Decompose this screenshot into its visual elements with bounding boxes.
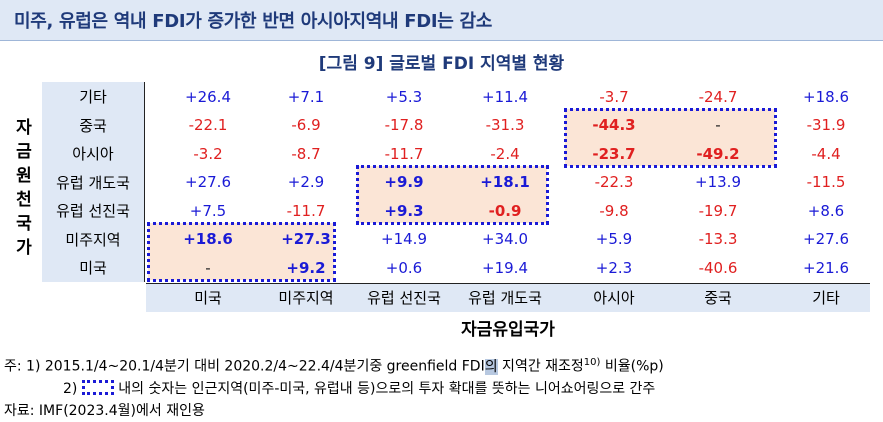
shade-americas bbox=[148, 223, 334, 280]
matrix-cell: +27.6 bbox=[803, 230, 849, 248]
matrix-cell: -31.3 bbox=[485, 116, 525, 134]
note-2-text: 내의 숫자는 인근지역(미주-미국, 유럽내 등)으로의 투자 확대를 뜻하는 … bbox=[113, 380, 656, 397]
y-axis-char: 천 bbox=[16, 190, 32, 210]
matrix-cell: -2.4 bbox=[490, 144, 520, 163]
matrix-cell: +13.9 bbox=[695, 173, 741, 191]
row-label: 미주지역 bbox=[65, 230, 121, 249]
column-label: 미국 bbox=[194, 288, 222, 307]
matrix-cell: +9.9 bbox=[384, 173, 424, 191]
matrix-cell: -40.6 bbox=[698, 258, 738, 277]
matrix-cell: +5.3 bbox=[385, 87, 423, 106]
matrix-cell: -9.8 bbox=[599, 201, 629, 220]
matrix-cell: - bbox=[205, 258, 211, 277]
matrix-cell: +27.3 bbox=[281, 230, 331, 248]
shade-asia bbox=[565, 109, 775, 166]
matrix-cell: +5.9 bbox=[595, 230, 633, 248]
y-axis-char: 국 bbox=[16, 214, 32, 234]
column-label: 유럽 선진국 bbox=[367, 288, 441, 307]
row-label: 유럽 선진국 bbox=[56, 202, 130, 220]
matrix-cell: -31.9 bbox=[806, 116, 846, 134]
note-1-prefix: 주: 1) 2015.1/4~20.1/4분기 대비 2020.2/4~22.4… bbox=[4, 358, 485, 375]
note-1-end: 비율(%p) bbox=[600, 358, 664, 375]
y-axis-title: 자 금 원 천 국 가 bbox=[12, 116, 36, 260]
matrix-cell: - bbox=[715, 116, 721, 134]
matrix-cell: -23.7 bbox=[592, 144, 636, 163]
figure-title: [그림 9] 글로벌 FDI 지역별 현황 bbox=[318, 54, 565, 74]
column-label: 아시아 bbox=[593, 288, 635, 307]
column-label: 중국 bbox=[704, 288, 732, 307]
matrix-cell: +8.6 bbox=[807, 201, 845, 220]
matrix-cell: +27.6 bbox=[185, 173, 231, 191]
matrix-cell: +14.9 bbox=[381, 230, 427, 248]
matrix-cell: +9.2 bbox=[286, 258, 326, 277]
dotted-box-legend-icon bbox=[81, 379, 114, 395]
matrix-cell: -44.3 bbox=[592, 116, 636, 134]
matrix-cell: +21.6 bbox=[803, 258, 849, 277]
column-label: 기타 bbox=[812, 288, 840, 307]
note-2: 2) 내의 숫자는 인근지역(미주-미국, 유럽내 등)으로의 투자 확대를 뜻… bbox=[4, 378, 664, 400]
matrix-cell: -49.2 bbox=[696, 144, 740, 163]
nearshoring-box-americas bbox=[147, 222, 336, 282]
y-axis-char: 가 bbox=[16, 238, 32, 258]
matrix-cell: -19.7 bbox=[698, 201, 738, 220]
column-label: 미주지역 bbox=[278, 288, 334, 307]
matrix-cell: -6.9 bbox=[291, 116, 321, 134]
matrix-cell: -13.3 bbox=[698, 230, 738, 248]
matrix-cell: +18.6 bbox=[803, 87, 849, 106]
row-label: 기타 bbox=[79, 88, 107, 106]
shade-europe bbox=[357, 166, 547, 223]
header-band: 미주, 유럽은 역내 FDI가 증가한 반면 아시아지역내 FDI는 감소 bbox=[0, 0, 883, 41]
matrix-cell: +2.3 bbox=[595, 258, 633, 277]
matrix-cell: -11.5 bbox=[806, 173, 846, 191]
y-axis-char: 원 bbox=[16, 166, 32, 186]
row-label: 유럽 개도국 bbox=[56, 173, 130, 192]
row-label: 아시아 bbox=[72, 145, 114, 163]
nearshoring-box-europe bbox=[356, 165, 549, 225]
y-axis-char: 자 bbox=[16, 118, 32, 138]
source-line: 자료: IMF(2023.4월)에서 재인용 bbox=[4, 402, 205, 419]
matrix-cell: +7.5 bbox=[189, 201, 227, 220]
note-2-prefix: 2) bbox=[63, 380, 78, 397]
row-label: 중국 bbox=[79, 116, 107, 135]
matrix-cell: -22.3 bbox=[594, 173, 634, 191]
matrix-cell: +7.1 bbox=[287, 87, 325, 106]
row-label: 미국 bbox=[79, 259, 107, 277]
matrix-cell: +34.0 bbox=[482, 230, 528, 248]
matrix-cell: -11.7 bbox=[384, 144, 424, 163]
note-1-superscript: 10) bbox=[583, 357, 601, 368]
matrix-cell: +19.4 bbox=[482, 258, 528, 277]
nearshoring-box-asia bbox=[564, 108, 777, 168]
matrix-cell: -8.7 bbox=[291, 144, 321, 163]
note-1-highlight: 의 bbox=[484, 358, 498, 375]
column-label: 유럽 개도국 bbox=[468, 288, 542, 307]
column-header-band bbox=[146, 283, 870, 312]
matrix-cell: +26.4 bbox=[185, 87, 231, 106]
x-axis-title: 자금유입국가 bbox=[461, 320, 555, 340]
matrix-cell: -4.4 bbox=[811, 144, 841, 163]
note-1: 주: 1) 2015.1/4~20.1/4분기 대비 2020.2/4~22.4… bbox=[4, 352, 664, 378]
note-1-suffix: 지역간 재조정 bbox=[497, 358, 584, 375]
matrix-cell: -24.7 bbox=[698, 87, 738, 106]
matrix-cell: -22.1 bbox=[188, 116, 228, 134]
matrix-cell: -17.8 bbox=[384, 116, 424, 134]
matrix-cell: -11.7 bbox=[286, 201, 326, 220]
matrix-cell: +11.4 bbox=[482, 87, 528, 106]
matrix-cell: +0.6 bbox=[385, 258, 423, 277]
footnotes: 주: 1) 2015.1/4~20.1/4분기 대비 2020.2/4~22.4… bbox=[4, 352, 664, 422]
row-header-band bbox=[42, 82, 145, 282]
matrix-cell: -3.7 bbox=[599, 87, 629, 106]
matrix-cell: +18.6 bbox=[183, 230, 233, 248]
matrix-cell: +9.3 bbox=[384, 201, 424, 220]
matrix-cell: -3.2 bbox=[193, 144, 223, 163]
header-title: 미주, 유럽은 역내 FDI가 증가한 반면 아시아지역내 FDI는 감소 bbox=[14, 11, 493, 32]
y-axis-char: 금 bbox=[16, 142, 32, 162]
matrix-cell: -0.9 bbox=[488, 201, 522, 220]
matrix-cell: +2.9 bbox=[287, 173, 325, 191]
matrix-cell: +18.1 bbox=[480, 173, 530, 191]
